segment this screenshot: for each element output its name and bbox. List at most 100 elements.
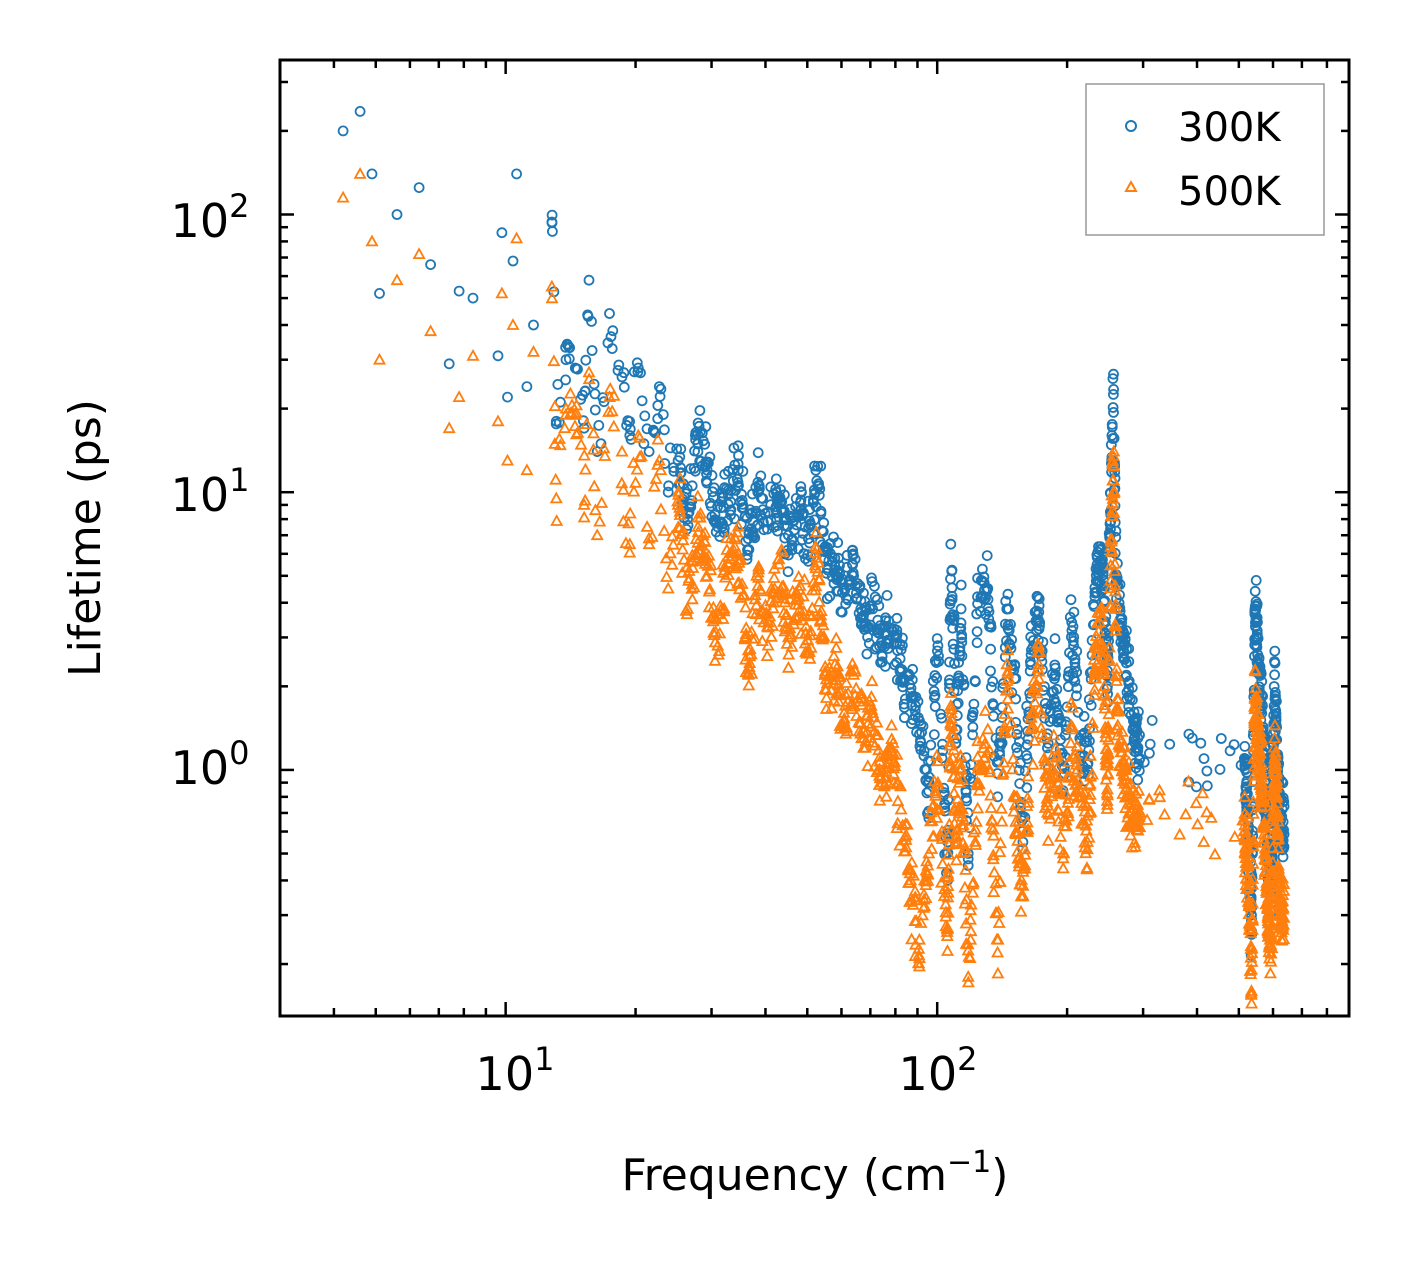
point-300k-62-16 xyxy=(958,678,970,690)
point-500k-73-12 xyxy=(1052,783,1067,796)
point-500k-55-11 xyxy=(906,898,920,910)
point-300k-59-11 xyxy=(942,794,954,806)
point-500k-93-16 xyxy=(1248,663,1262,675)
point-300k-17-1 xyxy=(547,225,558,237)
point-500k-43-4 xyxy=(797,572,811,585)
point-300k-68-9 xyxy=(1011,729,1023,740)
point-500k-32 xyxy=(681,602,695,614)
point-500k-100-21 xyxy=(1272,866,1286,878)
point-500k-25 xyxy=(615,444,629,457)
point-300k-41-15 xyxy=(774,491,786,503)
point-300k-25-4 xyxy=(618,381,630,393)
point-500k-89-1 xyxy=(1189,796,1203,809)
point-500k-37-5 xyxy=(736,588,750,601)
point-300k-83-17 xyxy=(1110,525,1122,537)
point-300k-18-1 xyxy=(553,417,565,428)
point-500k-77-8 xyxy=(1082,830,1096,843)
point-300k-47-17 xyxy=(832,585,844,597)
point-500k-95-22 xyxy=(1255,758,1269,770)
point-500k-28 xyxy=(642,537,656,550)
point-300k-20-4 xyxy=(570,363,582,374)
point-500k-29-4 xyxy=(657,524,671,536)
point-500k-39-8 xyxy=(753,582,767,595)
point-500k-61-16 xyxy=(952,776,966,788)
point-500k-39-16 xyxy=(752,559,766,572)
point-300k-1 xyxy=(354,106,366,117)
point-500k-96-21 xyxy=(1258,864,1272,876)
point-300k-29-0 xyxy=(655,383,667,395)
point-500k-75-8 xyxy=(1068,747,1082,760)
point-300k-4 xyxy=(391,209,403,220)
legend-marker-500k xyxy=(1124,179,1138,192)
point-500k-44-7 xyxy=(803,651,817,664)
point-300k-82-11 xyxy=(1107,373,1119,385)
point-500k-58-10 xyxy=(934,829,948,842)
point-300k-77-8 xyxy=(1088,619,1099,631)
point-500k-89-11 xyxy=(1204,811,1218,823)
point-500k-27-1 xyxy=(642,531,656,544)
point-300k-67-13 xyxy=(1002,623,1014,635)
point-500k-85-13 xyxy=(1116,739,1130,751)
point-300k-61-9 xyxy=(955,617,967,629)
point-500k-92-7 xyxy=(1246,856,1260,869)
point-500k-55-16 xyxy=(905,855,919,868)
point-500k-39-17 xyxy=(761,638,775,651)
point-500k-35-6 xyxy=(711,647,726,660)
point-300k-83-8 xyxy=(1108,368,1119,380)
point-500k-77-15 xyxy=(1085,716,1099,729)
point-300k-22-2 xyxy=(589,404,601,416)
point-500k-92-13 xyxy=(1246,835,1260,848)
point-500k-83-17 xyxy=(1108,556,1122,569)
point-500k-93-26 xyxy=(1248,701,1262,714)
point-300k-45-10 xyxy=(818,517,830,529)
point-500k-58-8 xyxy=(940,944,955,956)
point-500k-25-4 xyxy=(623,545,637,558)
point-500k-20-4 xyxy=(569,427,583,440)
point-500k-99-26 xyxy=(1268,754,1282,767)
point-300k-71-1 xyxy=(1034,617,1046,628)
axis-ticks xyxy=(278,60,1351,1016)
point-300k-37 xyxy=(732,464,744,476)
point-500k-52-12 xyxy=(879,789,893,802)
point-500k-63-14 xyxy=(966,877,980,890)
point-300k-56-16 xyxy=(914,740,926,752)
point-500k-89-10 xyxy=(1197,835,1211,847)
point-500k-46-17 xyxy=(819,672,833,685)
point-300k-22-0 xyxy=(586,315,597,327)
point-500k-99-16 xyxy=(1269,774,1283,787)
point-500k-78-1 xyxy=(1090,655,1104,668)
point-300k-45-8 xyxy=(812,460,824,472)
point-500k-45-15 xyxy=(812,571,826,584)
point-300k-53-11 xyxy=(888,623,900,635)
point-300k-43-16 xyxy=(795,481,807,493)
point-300k-86-16 xyxy=(1121,669,1132,681)
point-500k-66-10 xyxy=(992,916,1006,928)
point-300k-93-27 xyxy=(1251,631,1263,643)
point-300k-46-0 xyxy=(824,591,836,602)
point-300k-57-8 xyxy=(929,692,940,703)
point-300k-71-16 xyxy=(1033,623,1045,635)
point-300k-60-7 xyxy=(946,565,958,577)
point-500k-74-13 xyxy=(1064,736,1078,749)
point-500k-65-16 xyxy=(983,765,997,778)
point-300k-76-16 xyxy=(1075,729,1087,741)
point-300k-60-6 xyxy=(947,609,958,621)
point-300k-39-7 xyxy=(757,504,769,516)
point-500k-90-28 xyxy=(1240,830,1254,842)
point-300k-37-14 xyxy=(733,479,744,491)
point-500k-52-16 xyxy=(878,777,892,790)
point-500k-72-7 xyxy=(1045,763,1059,776)
point-300k-37-5 xyxy=(737,465,749,477)
point-500k-53-4 xyxy=(890,748,904,760)
point-500k-44-17 xyxy=(804,640,818,653)
point-500k-99-24 xyxy=(1269,764,1283,777)
point-500k-39-6 xyxy=(754,603,768,616)
point-500k-89-13 xyxy=(1158,807,1172,820)
point-300k-57-6 xyxy=(929,670,941,681)
point-500k-40-14 xyxy=(772,551,786,564)
point-500k-36-17 xyxy=(731,519,745,532)
point-500k-12 xyxy=(500,453,515,466)
point-500k-60-17 xyxy=(949,853,963,866)
point-300k-69-16 xyxy=(1021,782,1033,794)
point-300k-89-3 xyxy=(1214,764,1226,775)
